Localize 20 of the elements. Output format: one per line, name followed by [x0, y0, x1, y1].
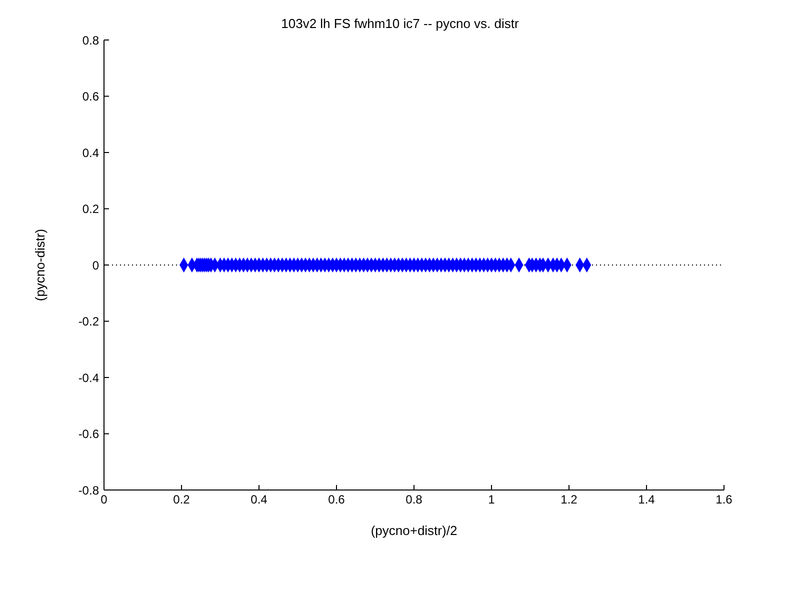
x-tick-label: 1.4 [638, 492, 656, 507]
y-tick-label: 0 [92, 258, 100, 272]
x-tick-label: 0.2 [173, 492, 190, 507]
y-tick-label: -0.2 [78, 314, 100, 329]
y-tick-label: 0.6 [82, 90, 100, 104]
x-axis-title: (pycno+distr)/2 [370, 523, 458, 538]
y-axis-title: (pycno-distr) [32, 228, 48, 302]
y-tick-label: 0.8 [82, 33, 100, 48]
x-tick-label: 1.2 [560, 492, 578, 507]
y-tick-label: 0.4 [82, 146, 100, 160]
x-tick-label: 0.4 [250, 492, 268, 507]
y-tick-label: 0.2 [82, 202, 100, 216]
y-tick-label: -0.4 [78, 370, 100, 385]
chart-title: 103v2 lh FS fwhm10 ic7 -- pycno vs. distr [280, 16, 520, 31]
y-tick-label: -0.6 [78, 427, 100, 442]
x-tick-label: 1 [488, 492, 496, 507]
x-tick-label: 1.6 [716, 492, 733, 507]
y-tick-label: -0.8 [78, 483, 100, 498]
x-tick-label: 0.8 [406, 492, 423, 507]
x-tick-label: 0.6 [328, 492, 346, 507]
